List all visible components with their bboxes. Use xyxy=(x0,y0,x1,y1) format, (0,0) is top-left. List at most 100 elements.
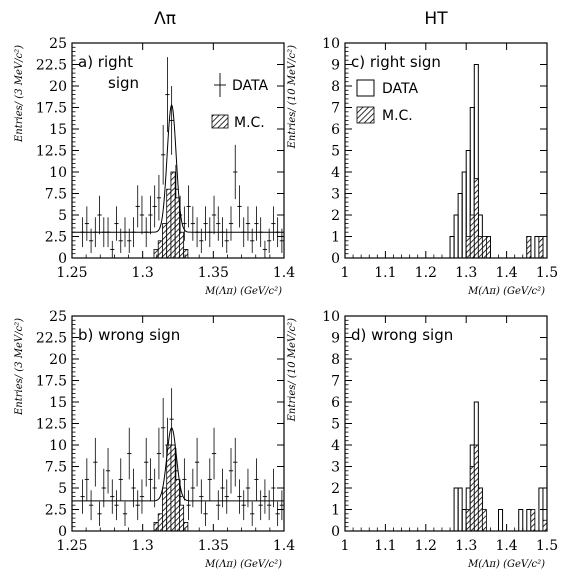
data-point xyxy=(135,490,140,521)
y-tick-label: 0 xyxy=(331,251,340,267)
mc-bar xyxy=(153,522,159,532)
data-bar xyxy=(526,509,532,532)
mc-bar xyxy=(157,240,163,259)
data-point xyxy=(254,206,259,241)
data-point xyxy=(161,125,166,185)
mc-bar xyxy=(469,466,475,532)
x-tick-label: 1 xyxy=(341,538,350,554)
data-point xyxy=(97,195,102,235)
data-point xyxy=(152,468,157,508)
data-point xyxy=(161,398,166,458)
x-tick-label: 1.5 xyxy=(536,538,558,554)
y-tick-label: 25 xyxy=(49,309,67,325)
y-tick-label: 2 xyxy=(331,208,340,224)
y-tick-label: 15 xyxy=(49,395,67,411)
mc-bar xyxy=(465,236,471,259)
data-point xyxy=(194,437,200,487)
data-point xyxy=(262,240,268,258)
panel-label-line2: sign xyxy=(108,74,139,92)
legend-data-label: DATA xyxy=(232,78,268,94)
y-tick-label: 25 xyxy=(49,36,67,52)
data-point xyxy=(97,501,102,526)
y-tick-label: 2 xyxy=(331,481,340,497)
data-bar xyxy=(518,509,524,532)
y-tick-label: 3 xyxy=(331,187,340,203)
data-point xyxy=(211,195,217,235)
x-tick-label: 1.35 xyxy=(198,265,229,281)
panel-label: c) right sign xyxy=(351,53,441,71)
x-tick-label: 1.3 xyxy=(132,538,154,554)
data-point xyxy=(80,479,85,514)
mc-bar xyxy=(166,444,172,532)
y-tick-label: 10 xyxy=(49,438,67,454)
legend-mc-label: M.C. xyxy=(234,115,265,131)
data-point xyxy=(250,501,255,526)
data-point xyxy=(199,479,204,514)
y-tick-label: 17.5 xyxy=(36,101,67,117)
x-tick-label: 1 xyxy=(341,265,350,281)
y-tick-label: 20 xyxy=(49,352,67,368)
y-tick-label: 0 xyxy=(58,251,67,267)
y-tick-label: 5 xyxy=(58,208,67,224)
y-tick-label: 7.5 xyxy=(45,187,67,203)
mc-bar xyxy=(183,522,189,532)
y-tick-label: 8 xyxy=(331,352,340,368)
x-tick-label: 1.3 xyxy=(455,538,477,554)
data-point xyxy=(148,458,153,501)
data-point xyxy=(211,427,217,480)
data-point xyxy=(127,427,132,480)
x-tick-label: 1.2 xyxy=(415,265,437,281)
data-point xyxy=(237,479,242,514)
y-tick-label: 20 xyxy=(49,79,67,95)
data-bar xyxy=(457,487,463,532)
data-point xyxy=(148,195,153,235)
y-tick-label: 9 xyxy=(331,331,340,347)
data-point xyxy=(165,57,170,133)
y-tick-label: 3 xyxy=(331,460,340,476)
data-bar xyxy=(542,236,548,259)
panel-a: 0 2.5 5 7.5 10 12.5 15 17.5 20 22.5 25 1.25 1.3 1.35 1… xyxy=(14,36,295,297)
data-point xyxy=(169,86,174,155)
y-tick-label: 12.5 xyxy=(36,144,67,160)
legend-data-label: DATA xyxy=(382,81,418,97)
mc-bar xyxy=(469,214,475,259)
data-point xyxy=(84,206,89,241)
x-tick-label: 1.3 xyxy=(132,265,154,281)
data-point xyxy=(101,468,106,508)
mc-bar xyxy=(174,478,180,532)
y-tick-label: 4 xyxy=(331,165,340,181)
data-point xyxy=(228,448,234,494)
y-tick-label: 1 xyxy=(331,503,340,519)
data-bar xyxy=(534,236,540,259)
data-point xyxy=(156,427,162,480)
mc-bar xyxy=(179,231,185,259)
x-tick-label: 1.3 xyxy=(455,265,477,281)
mc-bar xyxy=(538,236,544,259)
mc-bar xyxy=(183,248,189,259)
data-point xyxy=(118,458,123,501)
y-tick-label: 9 xyxy=(331,58,340,74)
y-tick-label: 17.5 xyxy=(36,374,67,390)
mc-bar xyxy=(481,509,487,532)
data-point xyxy=(203,206,208,241)
y-tick-label: 10 xyxy=(322,309,340,325)
y-tick-label: 7 xyxy=(331,374,340,390)
legend-data-swatch xyxy=(356,79,375,97)
data-point xyxy=(207,458,212,501)
legend-mc-swatch xyxy=(356,106,375,124)
data-point xyxy=(262,479,268,514)
data-point xyxy=(233,437,238,487)
data-point xyxy=(135,185,140,228)
mc-bar xyxy=(465,509,471,532)
data-point xyxy=(271,468,276,508)
data-point xyxy=(93,437,98,487)
legend-mc-label: M.C. xyxy=(382,108,413,124)
x-tick-label: 1.4 xyxy=(495,265,517,281)
y-tick-label: 15 xyxy=(49,122,67,138)
data-point xyxy=(131,468,136,508)
data-point xyxy=(186,490,191,521)
y-tick-label: 0 xyxy=(58,524,67,540)
